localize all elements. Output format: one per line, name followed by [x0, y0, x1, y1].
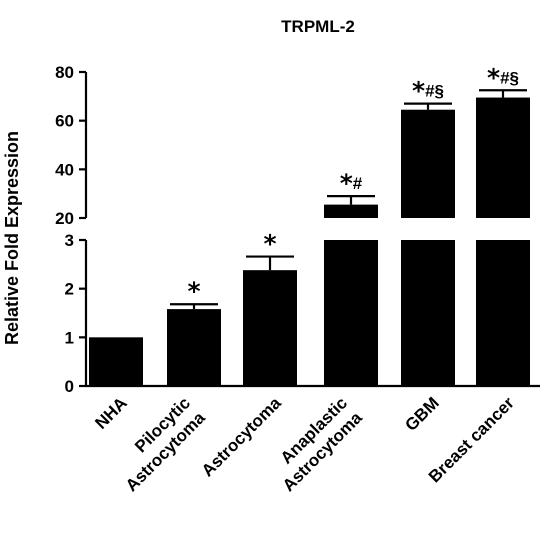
y-tick-label: 60 — [55, 112, 74, 131]
y-ticks: 0 1 2 3 20 40 60 80 — [55, 63, 86, 396]
significance-marker: * — [263, 230, 276, 259]
bars — [89, 97, 530, 386]
significance-markers: * * *# *#§ *#§ — [187, 63, 519, 306]
x-tick-label: NHA — [91, 393, 130, 432]
chart-title: TRPML-2 — [281, 17, 355, 36]
bar-lower-part — [401, 240, 455, 386]
axis-break-gap — [78, 220, 540, 238]
y-tick-label: 40 — [55, 160, 74, 179]
bar-upper-part — [324, 204, 378, 218]
significance-marker: *#§ — [487, 63, 519, 92]
bar-upper-part — [476, 97, 530, 218]
y-tick-label: 20 — [55, 209, 74, 228]
error-bars — [170, 89, 527, 310]
significance-marker: *#§ — [412, 77, 444, 106]
bar-lower-part — [476, 240, 530, 386]
y-axis-label: Relative Fold Expression — [2, 131, 22, 345]
bar — [89, 337, 143, 386]
x-tick-label: Astrocytoma — [198, 393, 285, 480]
y-tick-label: 3 — [65, 231, 74, 250]
significance-marker: * — [187, 277, 200, 306]
x-tick-labels: NHA PilocyticAstrocytomaAstrocytomaAnapla… — [91, 393, 518, 495]
y-tick-label: 0 — [65, 377, 74, 396]
bar — [243, 270, 297, 386]
bar-upper-part — [401, 109, 455, 218]
axes — [78, 72, 540, 388]
significance-marker: *# — [340, 169, 363, 198]
bar — [167, 309, 221, 386]
y-tick-label: 80 — [55, 63, 74, 82]
x-tick-label: GBM — [401, 393, 442, 434]
y-tick-label: 2 — [65, 280, 74, 299]
bar-lower-part — [324, 240, 378, 386]
y-tick-label: 1 — [65, 328, 74, 347]
